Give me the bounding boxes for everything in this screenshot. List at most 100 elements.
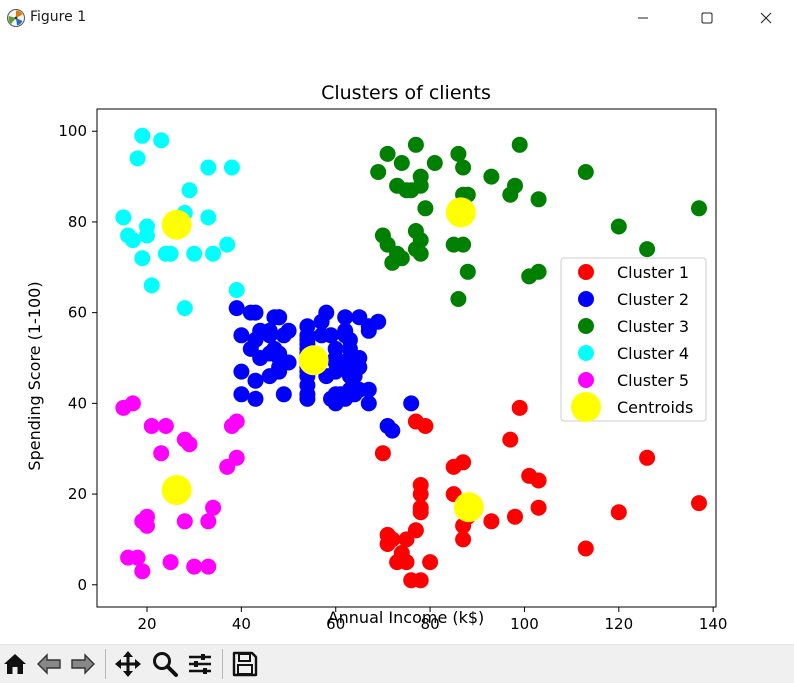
scatter-point	[181, 182, 198, 199]
scatter-point	[412, 572, 429, 589]
y-tick-label: 100	[58, 122, 87, 140]
scatter-point	[483, 513, 500, 530]
scatter-point	[511, 136, 528, 153]
legend-marker	[578, 345, 594, 361]
scatter-point	[223, 159, 240, 176]
scatter-point	[228, 300, 245, 317]
axes-frame	[96, 108, 717, 608]
scatter-point	[393, 250, 410, 267]
scatter-point	[261, 327, 278, 344]
scatter-point	[450, 291, 467, 307]
maximize-icon	[701, 12, 713, 24]
scatter-point	[162, 554, 179, 571]
scatter-point	[129, 150, 146, 167]
scatter-point	[691, 200, 707, 217]
scatter-point	[186, 245, 203, 262]
scatter-point	[412, 232, 429, 249]
scatter-point	[233, 386, 250, 403]
scatter-point	[228, 449, 245, 466]
save-button[interactable]	[230, 649, 260, 679]
scatter-point	[511, 399, 528, 416]
scatter-point	[186, 558, 203, 575]
close-button[interactable]	[743, 0, 789, 36]
scatter-point	[176, 513, 193, 530]
scatter-point	[639, 449, 656, 466]
scatter-point	[384, 531, 401, 548]
scatter-point	[233, 363, 250, 380]
centroid-point	[445, 197, 476, 228]
y-tick-label: 20	[68, 485, 87, 503]
scatter-point	[530, 191, 547, 208]
scatter-point	[459, 263, 476, 280]
navigation-toolbar	[0, 644, 794, 683]
scatter-point	[422, 554, 439, 571]
home-button[interactable]	[0, 649, 30, 679]
close-icon	[760, 12, 772, 24]
pan-button[interactable]	[113, 649, 143, 679]
scatter-point	[176, 300, 193, 317]
home-icon	[4, 654, 26, 674]
scatter-point	[143, 277, 160, 294]
scatter-point	[412, 486, 429, 503]
legend-marker	[578, 318, 594, 334]
minimize-button[interactable]	[620, 0, 666, 36]
ticks-layer: 20 40 60 80 100 120 140 0 20 40 60 80 100	[58, 122, 727, 633]
scatter-point	[507, 177, 523, 194]
scatter-point	[530, 263, 547, 280]
scatter-point	[398, 554, 415, 571]
configure-subplots-button[interactable]	[185, 649, 215, 679]
y-axis-label: Spending Score (1-100)	[25, 281, 44, 470]
scatter-point	[299, 318, 316, 335]
x-tick-label: 40	[232, 615, 251, 633]
legend-label: Cluster 2	[617, 290, 689, 309]
scatter-point	[407, 522, 424, 539]
scatter-point	[691, 495, 707, 512]
x-tick-label: 140	[699, 615, 728, 633]
scatter-point	[610, 504, 627, 521]
scatter-point	[639, 241, 656, 258]
scatter-point	[407, 136, 424, 153]
centroid-point	[161, 475, 192, 505]
scatter-point	[280, 322, 297, 339]
scatter-point	[323, 327, 339, 344]
scatter-point	[228, 413, 245, 430]
x-tick-label: 60	[326, 615, 345, 633]
scatter-point	[370, 313, 387, 330]
scatter-point	[577, 164, 594, 180]
scatter-point	[200, 159, 217, 176]
x-tick-label: 20	[137, 615, 156, 633]
scatter-point	[200, 209, 217, 226]
scatter-point	[280, 354, 297, 371]
scatter-point	[143, 418, 160, 434]
scatter-point	[205, 499, 222, 516]
legend-marker	[578, 372, 594, 388]
scatter-point	[124, 395, 141, 412]
figure-canvas[interactable]: 20 40 60 80 100 120 140 0 20 40 60 80 100 Clusters o…	[0, 36, 794, 644]
scatter-point	[134, 127, 151, 144]
back-button[interactable]	[34, 649, 64, 679]
x-tick-label: 120	[604, 615, 633, 633]
points-layer	[115, 127, 707, 589]
toolbar-separator	[222, 649, 223, 679]
scatter-point	[157, 418, 174, 434]
scatter-point	[450, 145, 467, 162]
scatter-point	[205, 245, 222, 262]
maximize-button[interactable]	[684, 0, 730, 36]
scatter-point	[228, 282, 245, 298]
window-title: Figure 1	[30, 9, 87, 25]
scatter-point	[379, 145, 396, 162]
scatter-point	[200, 513, 217, 530]
legend-box	[560, 257, 707, 422]
scatter-point	[403, 395, 420, 412]
centroid-point	[298, 345, 329, 376]
scatter-point	[233, 327, 250, 344]
scatter-point	[247, 372, 264, 389]
scatter-point	[426, 155, 443, 171]
zoom-button[interactable]	[150, 649, 180, 679]
forward-icon	[71, 653, 95, 675]
back-icon	[37, 653, 61, 675]
y-tick-label: 60	[68, 304, 87, 322]
forward-button[interactable]	[68, 649, 98, 679]
scatter-point	[412, 177, 429, 194]
scatter-point	[200, 558, 217, 575]
